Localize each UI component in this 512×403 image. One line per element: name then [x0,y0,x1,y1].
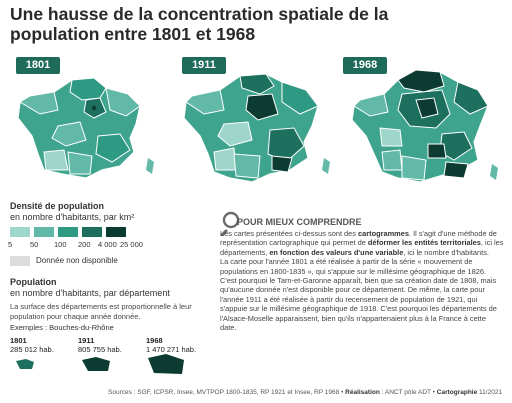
map-1968-north [397,69,445,93]
cartogram-map-1911 [183,73,330,183]
map-1911-brittany [185,89,225,115]
density-legend-subtitle: en nombre d'habitants, par km² [10,212,135,222]
ramp-swatch-1 [10,227,30,237]
map-year-badge-1801: 1801 [16,57,60,74]
map-1911-southeast [267,127,305,163]
map-1801-southwest [43,149,69,171]
density-tick: 5 [8,240,13,249]
realisation-label: Réalisation [345,389,380,396]
explainer-emphasis: déformer les entités territoriales [367,238,481,248]
page-title: Une hausse de la concentration spatiale … [10,4,389,44]
population-legend-description: La surface des départements est proporti… [10,302,192,321]
density-tick: 50 [30,240,39,249]
map-year-badge-1911: 1911 [182,57,226,74]
map-1801-south [67,151,93,175]
map-1911-center [217,121,253,147]
map-1911-corsica [322,158,330,174]
map-1911-east [281,81,319,115]
explainer-text: Les cartes présentées ci-dessus sont des [220,229,359,238]
map-1968-brittany [353,93,389,117]
population-legend-subtitle: en nombre d'habitants, par département [10,288,170,298]
example-shape-1911 [82,357,110,371]
explainer-heading: POUR MIEUX COMPRENDRE [237,217,362,227]
map-1801-paris [91,105,97,111]
map-1968-lyon [427,143,447,159]
density-color-ramp [10,227,130,237]
cartogram-map-1801 [17,77,154,179]
ramp-swatch-4 [82,227,102,237]
ramp-swatch-5 [106,227,126,237]
explainer-text: . Il s'agit d'une méthode de représentat… [220,229,497,248]
population-legend-title: Population [10,277,57,287]
cartogram-map-1968 [351,69,498,183]
examples-label: Exemples : Bouches-du-Rhône [10,323,114,332]
density-legend-title: Densité de population [10,201,105,211]
map-1801-east [105,87,141,117]
ramp-swatch-3 [58,227,78,237]
map-year-badge-1968: 1968 [343,57,387,74]
example-shape-1968 [148,354,184,374]
map-1911-southwest [213,147,237,171]
example-year: 1911 [78,336,95,345]
example-value: 805 755 hab. [78,345,122,354]
no-data-swatch [10,256,30,266]
map-1968-paris [415,97,439,119]
explainer-emphasis: en fonction des valeurs d'une variable [269,247,404,257]
cartography-label: Cartographie [436,389,478,396]
no-data-label: Donnée non disponible [36,256,118,265]
sources-footer: Sources : SGF, ICPSR, Insee, MVTPOP 1800… [108,389,502,396]
map-1911-north [239,73,275,95]
explainer-body: Les cartes présentées ci-dessus sont des… [220,229,504,332]
density-tick: 200 [78,240,91,249]
example-year: 1801 [10,336,27,345]
map-1968-east [453,81,489,115]
map-1801-southeast [95,133,131,163]
map-1801-center [51,121,87,147]
example-shape-1801 [16,359,34,369]
map-1968-corsica [490,164,498,180]
map-1911-paris [245,93,279,121]
map-1801-corsica [146,158,154,174]
map-1801-brittany [19,91,59,115]
realisation-value: : ANCT pôle ADT • [379,389,437,396]
explainer-text: , ici le nombre d'habitants. [403,247,489,257]
map-1968-southwest [381,149,403,171]
cartography-date: 11/2021 [477,389,503,396]
example-value: 285 012 hab. [10,345,54,354]
ramp-swatch-2 [34,227,54,237]
map-1911-south [233,153,261,179]
example-value: 1 470 271 hab. [146,345,197,354]
density-tick: 25 000 [120,240,143,249]
explainer-text: , ici les départements, [220,238,504,257]
magnifier-icon [220,211,240,236]
explainer-emphasis: cartogrammes [358,229,409,238]
sources-text: Sources : SGF, ICPSR, Insee, MVTPOP 1800… [108,389,346,396]
example-year: 1968 [146,336,163,345]
map-1968-center [379,127,403,147]
map-1911-marseille [271,155,293,173]
map-1968-south [401,155,427,181]
map-1968-marseille [443,161,469,179]
explainer-paragraph-2: La carte pour l'année 1801 a été réalisé… [220,257,497,333]
density-tick: 4 000 [98,240,117,249]
density-tick: 100 [54,240,67,249]
